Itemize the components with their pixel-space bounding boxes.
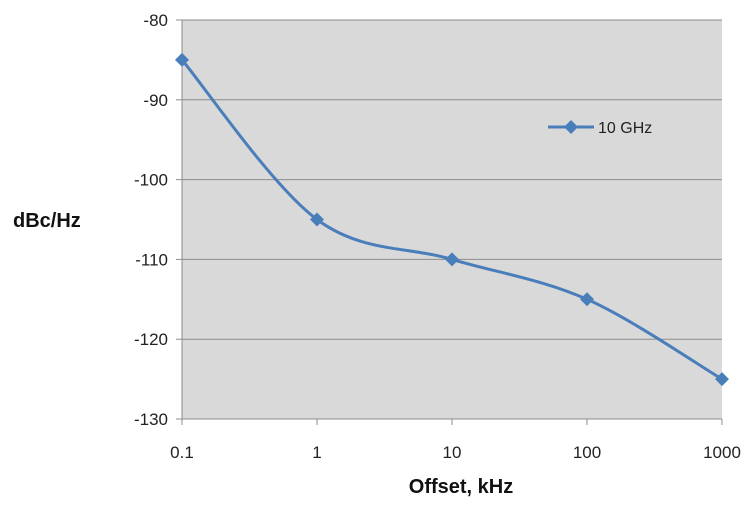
legend: 10 GHz (548, 120, 652, 137)
y-tick-label: -100 (134, 171, 168, 190)
x-tick-label: 100 (573, 443, 601, 462)
data-point (175, 52, 189, 67)
y-tick-label: -90 (143, 91, 168, 110)
x-tick-labels: 0.1 1 10 100 1000 (170, 419, 741, 462)
data-point (580, 292, 594, 307)
y-tick-labels: -80 -90 -100 -110 -120 -130 (134, 11, 168, 429)
y-tick-label: -110 (135, 250, 168, 269)
legend-diamond-icon (564, 120, 578, 134)
gridlines (176, 19, 722, 420)
legend-label: 10 GHz (598, 120, 652, 137)
data-point (445, 252, 459, 267)
data-point (310, 212, 324, 227)
y-tick-label: -80 (143, 11, 168, 30)
series-layer (175, 52, 729, 387)
y-tick-label: -120 (134, 330, 168, 349)
y-axis-title: dBc/Hz (13, 210, 81, 232)
x-tick-label: 10 (443, 443, 462, 462)
x-tick-label: 1 (312, 443, 321, 462)
data-point (715, 372, 729, 387)
x-tick-label: 1000 (703, 443, 741, 462)
y-tick-label: -130 (134, 410, 168, 429)
plot-area (182, 20, 722, 419)
x-tick-label: 0.1 (170, 443, 194, 462)
x-axis-title: Offset, kHz (409, 476, 513, 498)
